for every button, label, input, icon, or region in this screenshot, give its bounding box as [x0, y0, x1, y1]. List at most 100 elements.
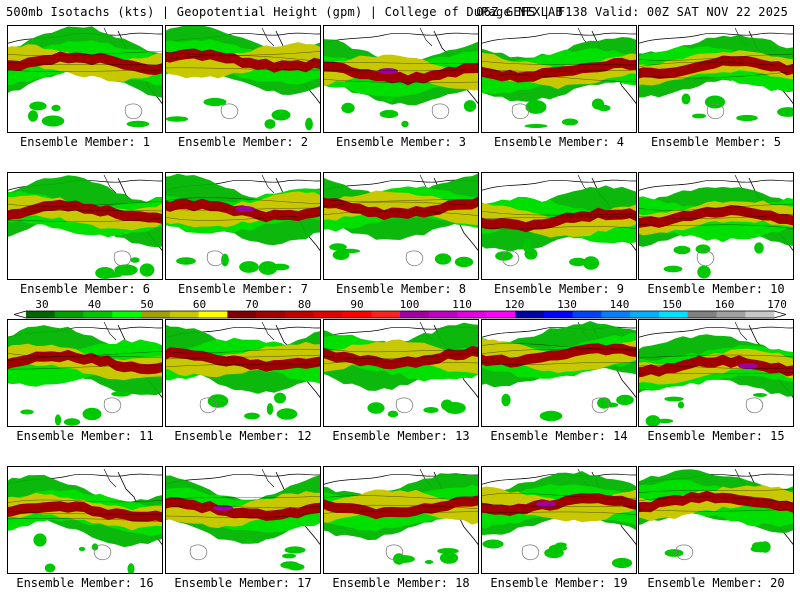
- ensemble-panel: Ensemble Member: 17: [165, 466, 321, 590]
- ensemble-map: [7, 319, 163, 427]
- isotach-map-graphic: [8, 26, 162, 128]
- ensemble-panel: Ensemble Member: 13: [323, 319, 479, 443]
- ensemble-member-label: Ensemble Member: 3: [335, 135, 467, 149]
- ensemble-panel: Ensemble Member: 9: [481, 172, 637, 296]
- ensemble-member-label: Ensemble Member: 5: [650, 135, 782, 149]
- colorbar-segment: [400, 311, 430, 318]
- colorbar-tick-label: 140: [610, 298, 630, 311]
- colorbar-segment: [198, 311, 228, 318]
- colorbar-segment: [601, 311, 631, 318]
- colorbar-tick-label: 100: [400, 298, 420, 311]
- ensemble-map: [165, 319, 321, 427]
- ensemble-map: [323, 466, 479, 574]
- colorbar-segment: [141, 311, 171, 318]
- ensemble-panel: Ensemble Member: 12: [165, 319, 321, 443]
- isotach-map-graphic: [166, 173, 320, 275]
- ensemble-map: [165, 25, 321, 133]
- isotach-map-graphic: [482, 27, 636, 128]
- colorbar-segment: [227, 311, 257, 318]
- ensemble-member-label: Ensemble Member: 8: [335, 282, 467, 296]
- ensemble-panel: Ensemble Member: 15: [638, 319, 794, 443]
- colorbar-segment: [630, 311, 660, 318]
- colorbar-segment: [112, 311, 142, 318]
- ensemble-map: [638, 319, 794, 427]
- ensemble-member-label: Ensemble Member: 6: [19, 282, 151, 296]
- ensemble-map: [7, 172, 163, 280]
- ensemble-member-label: Ensemble Member: 11: [16, 429, 154, 443]
- isotach-map-graphic: [166, 26, 320, 131]
- colorbar-tick-label: 30: [35, 298, 48, 311]
- ensemble-map: [638, 25, 794, 133]
- colorbar-segment: [83, 311, 113, 318]
- colorbar-tick-label: 160: [715, 298, 735, 311]
- ensemble-member-label: Ensemble Member: 18: [332, 576, 470, 590]
- ensemble-member-label: Ensemble Member: 15: [647, 429, 785, 443]
- ensemble-map: [323, 25, 479, 133]
- ensemble-panel: Ensemble Member: 18: [323, 466, 479, 590]
- ensemble-member-label: Ensemble Member: 13: [332, 429, 470, 443]
- ensemble-panel: Ensemble Member: 4: [481, 25, 637, 149]
- ensemble-panel: Ensemble Member: 2: [165, 25, 321, 149]
- ensemble-panel: Ensemble Member: 20: [638, 466, 794, 590]
- colorbar-segment: [515, 311, 545, 318]
- colorbar-segment: [658, 311, 688, 318]
- ensemble-map: [7, 466, 163, 574]
- isotach-map-graphic: [8, 174, 162, 279]
- colorbar-segment: [313, 311, 343, 318]
- ensemble-panel: Ensemble Member: 19: [481, 466, 637, 590]
- ensemble-member-label: Ensemble Member: 1: [19, 135, 151, 149]
- ensemble-map: [7, 25, 163, 133]
- ensemble-map: [481, 25, 637, 133]
- colorbar-segment: [716, 311, 746, 318]
- isotach-map-graphic: [639, 468, 793, 561]
- colorbar-segment: [284, 311, 314, 318]
- isotach-map-graphic: [482, 174, 636, 270]
- ensemble-panel: Ensemble Member: 7: [165, 172, 321, 296]
- ensemble-panel: Ensemble Member: 11: [7, 319, 163, 443]
- isotach-map-graphic: [639, 27, 793, 122]
- colorbar-tick-label: 50: [140, 298, 153, 311]
- ensemble-member-label: Ensemble Member: 4: [493, 135, 625, 149]
- wind-speed-colorbar: 30 40 50 60 70 80 90 100 110 120 130 140 150 160 170: [14, 298, 786, 319]
- ensemble-panel: Ensemble Member: 16: [7, 466, 163, 590]
- isotach-map-graphic: [324, 173, 478, 268]
- ensemble-member-label: Ensemble Member: 17: [174, 576, 312, 590]
- ensemble-map: [481, 319, 637, 427]
- ensemble-member-label: Ensemble Member: 10: [647, 282, 785, 296]
- colorbar-segment: [342, 311, 372, 318]
- colorbar-tick-label: 130: [557, 298, 577, 311]
- colorbar-tick-label: 90: [350, 298, 363, 311]
- colorbar-segment: [543, 311, 573, 318]
- colorbar-segment: [687, 311, 717, 318]
- colorbar-segment: [572, 311, 602, 318]
- ensemble-map: [638, 466, 794, 574]
- colorbar-segment: [486, 311, 516, 318]
- ensemble-map: [638, 172, 794, 280]
- ensemble-map: [165, 466, 321, 574]
- ensemble-member-label: Ensemble Member: 14: [490, 429, 628, 443]
- isotach-map-graphic: [324, 27, 478, 128]
- colorbar-tick-label: 170: [767, 298, 786, 311]
- ensemble-panel: Ensemble Member: 3: [323, 25, 479, 149]
- colorbar-outline: [14, 310, 786, 319]
- colorbar-segment: [54, 311, 84, 318]
- ensemble-map: [323, 319, 479, 427]
- isotach-map-graphic: [8, 468, 162, 573]
- colorbar-tick-label: 80: [298, 298, 311, 311]
- colorbar-segment: [169, 311, 199, 318]
- isotach-map-graphic: [166, 468, 320, 571]
- ensemble-member-label: Ensemble Member: 2: [177, 135, 309, 149]
- ensemble-member-label: Ensemble Member: 20: [647, 576, 785, 590]
- ensemble-member-label: Ensemble Member: 19: [490, 576, 628, 590]
- colorbar-segment: [371, 311, 401, 318]
- colorbar-tick-label: 150: [662, 298, 682, 311]
- ensemble-map: [481, 172, 637, 280]
- isotach-map-graphic: [482, 321, 636, 422]
- colorbar-segment: [256, 311, 286, 318]
- isotach-map-graphic: [324, 321, 478, 418]
- colorbar-segment: [457, 311, 487, 318]
- colorbar-tick-label: 60: [193, 298, 206, 311]
- run-valid-time: 06Z GEFS | F138 Valid: 00Z SAT NOV 22 20…: [476, 5, 788, 19]
- isotach-map-graphic: [482, 468, 636, 569]
- colorbar-segment: [428, 311, 458, 318]
